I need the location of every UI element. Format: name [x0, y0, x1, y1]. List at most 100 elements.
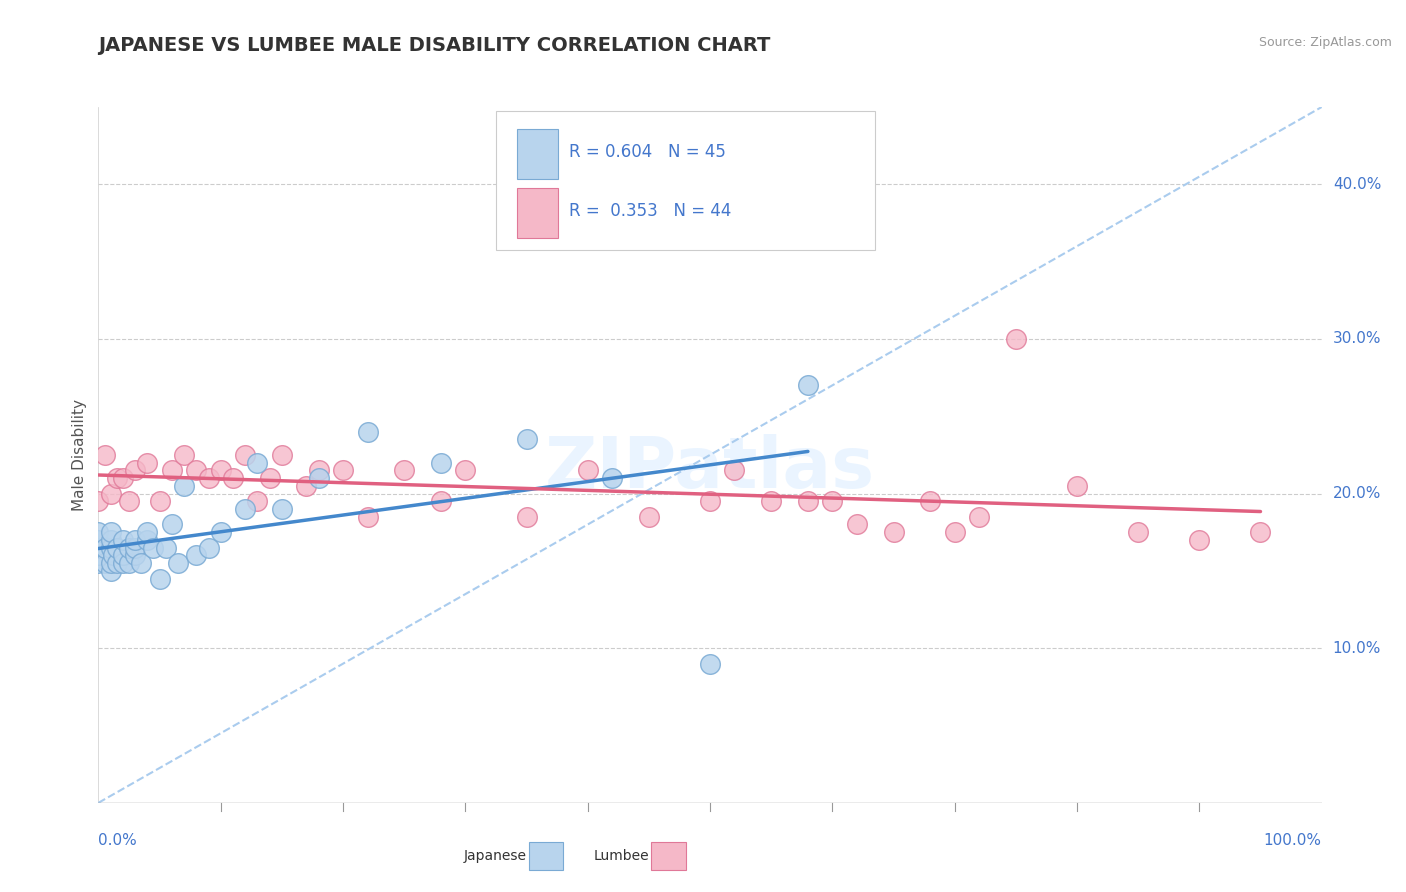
- Text: 100.0%: 100.0%: [1264, 833, 1322, 848]
- Text: Lumbee: Lumbee: [593, 848, 648, 863]
- Point: [515, 509, 537, 524]
- Point: [142, 541, 165, 555]
- Point: [845, 517, 868, 532]
- Point: [295, 479, 318, 493]
- Point: [308, 471, 330, 485]
- Text: Japanese: Japanese: [464, 848, 526, 863]
- Point: [209, 463, 232, 477]
- Point: [173, 479, 195, 493]
- Point: [454, 463, 477, 477]
- Point: [111, 533, 134, 547]
- FancyBboxPatch shape: [496, 111, 875, 250]
- Point: [155, 541, 177, 555]
- Point: [136, 525, 159, 540]
- Text: ZIPatlas: ZIPatlas: [546, 434, 875, 503]
- Point: [93, 556, 115, 570]
- Point: [87, 541, 110, 555]
- FancyBboxPatch shape: [529, 842, 564, 870]
- Point: [920, 494, 942, 508]
- Point: [118, 556, 141, 570]
- Point: [246, 494, 269, 508]
- Point: [1188, 533, 1211, 547]
- Text: 0.0%: 0.0%: [98, 833, 138, 848]
- Point: [149, 494, 172, 508]
- Point: [124, 463, 146, 477]
- Point: [186, 463, 208, 477]
- Point: [233, 448, 256, 462]
- Point: [160, 517, 183, 532]
- Point: [186, 549, 208, 563]
- Point: [93, 448, 115, 462]
- Point: [270, 448, 294, 462]
- Point: [101, 549, 124, 563]
- Point: [105, 556, 128, 570]
- Point: [576, 463, 599, 477]
- Point: [118, 541, 141, 555]
- Point: [1249, 525, 1271, 540]
- Y-axis label: Male Disability: Male Disability: [72, 399, 87, 511]
- Point: [270, 502, 294, 516]
- Point: [100, 556, 122, 570]
- Point: [883, 525, 905, 540]
- Point: [356, 509, 378, 524]
- Point: [136, 533, 159, 547]
- FancyBboxPatch shape: [517, 129, 558, 178]
- Point: [173, 448, 195, 462]
- Point: [637, 509, 661, 524]
- Point: [943, 525, 966, 540]
- Point: [105, 471, 128, 485]
- Text: 40.0%: 40.0%: [1333, 177, 1381, 192]
- Point: [1004, 332, 1026, 346]
- Point: [105, 541, 128, 555]
- Point: [100, 564, 122, 578]
- Point: [100, 533, 122, 547]
- Point: [149, 572, 172, 586]
- Point: [1128, 525, 1150, 540]
- Point: [308, 463, 330, 477]
- Point: [246, 456, 269, 470]
- Point: [129, 556, 152, 570]
- Text: 10.0%: 10.0%: [1333, 640, 1381, 656]
- Point: [723, 463, 745, 477]
- Point: [699, 657, 721, 671]
- Text: JAPANESE VS LUMBEE MALE DISABILITY CORRELATION CHART: JAPANESE VS LUMBEE MALE DISABILITY CORRE…: [98, 36, 770, 54]
- Point: [1066, 479, 1088, 493]
- Point: [430, 456, 453, 470]
- Point: [93, 541, 115, 555]
- Point: [124, 533, 146, 547]
- Text: R = 0.604   N = 45: R = 0.604 N = 45: [569, 144, 727, 161]
- Point: [797, 494, 820, 508]
- Point: [124, 549, 146, 563]
- Point: [332, 463, 354, 477]
- Point: [197, 541, 219, 555]
- Point: [167, 556, 190, 570]
- Point: [118, 494, 141, 508]
- Point: [87, 556, 110, 570]
- Point: [87, 494, 110, 508]
- Point: [821, 494, 844, 508]
- Point: [124, 541, 146, 555]
- Text: Source: ZipAtlas.com: Source: ZipAtlas.com: [1258, 36, 1392, 49]
- Point: [430, 494, 453, 508]
- Point: [600, 471, 623, 485]
- Point: [111, 556, 134, 570]
- FancyBboxPatch shape: [517, 188, 558, 238]
- Text: R =  0.353   N = 44: R = 0.353 N = 44: [569, 202, 731, 220]
- Point: [356, 425, 378, 439]
- Point: [100, 486, 122, 500]
- Point: [259, 471, 281, 485]
- Point: [967, 509, 990, 524]
- Point: [136, 456, 159, 470]
- Point: [392, 463, 416, 477]
- Point: [87, 549, 110, 563]
- Point: [209, 525, 232, 540]
- Point: [233, 502, 256, 516]
- Point: [797, 378, 820, 392]
- Point: [197, 471, 219, 485]
- Point: [100, 525, 122, 540]
- Text: 30.0%: 30.0%: [1333, 332, 1381, 346]
- Point: [761, 494, 783, 508]
- Point: [515, 433, 537, 447]
- Point: [87, 533, 110, 547]
- Point: [100, 541, 122, 555]
